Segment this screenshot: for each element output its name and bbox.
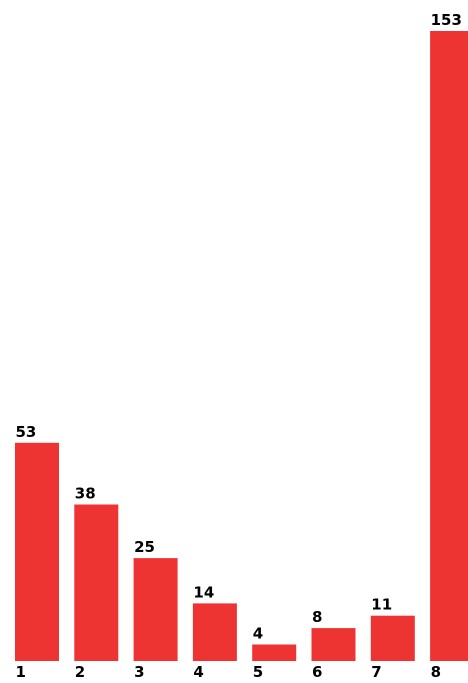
value-labels-group: 53 38 25 14 4 8 11 153 xyxy=(16,11,462,643)
bar-3 xyxy=(133,558,178,661)
bar-value-label-8: 153 xyxy=(431,11,462,29)
bar-5 xyxy=(252,644,297,661)
bar-value-label-2: 38 xyxy=(75,485,96,503)
bar-8 xyxy=(430,31,468,661)
x-tick-label-4: 4 xyxy=(193,663,203,681)
bars-group xyxy=(15,31,468,661)
bar-4 xyxy=(192,603,237,661)
x-tick-label-8: 8 xyxy=(431,663,441,681)
x-tick-labels-group: 1 2 3 4 5 6 7 8 xyxy=(16,663,442,681)
bar-value-label-3: 25 xyxy=(134,538,155,556)
bar-value-label-1: 53 xyxy=(16,423,37,441)
bar-1 xyxy=(15,442,59,661)
bar-2 xyxy=(74,504,119,661)
x-tick-label-7: 7 xyxy=(371,663,381,681)
x-tick-label-2: 2 xyxy=(75,663,85,681)
bar-6 xyxy=(311,628,356,661)
x-tick-label-1: 1 xyxy=(16,663,26,681)
x-tick-label-3: 3 xyxy=(134,663,144,681)
bar-value-label-7: 11 xyxy=(371,596,392,614)
x-tick-label-6: 6 xyxy=(312,663,322,681)
bar-7 xyxy=(370,615,415,661)
bar-value-label-6: 8 xyxy=(312,608,322,626)
bar-value-label-4: 14 xyxy=(193,583,214,601)
x-tick-label-5: 5 xyxy=(253,663,263,681)
bar-value-label-5: 4 xyxy=(253,625,263,643)
